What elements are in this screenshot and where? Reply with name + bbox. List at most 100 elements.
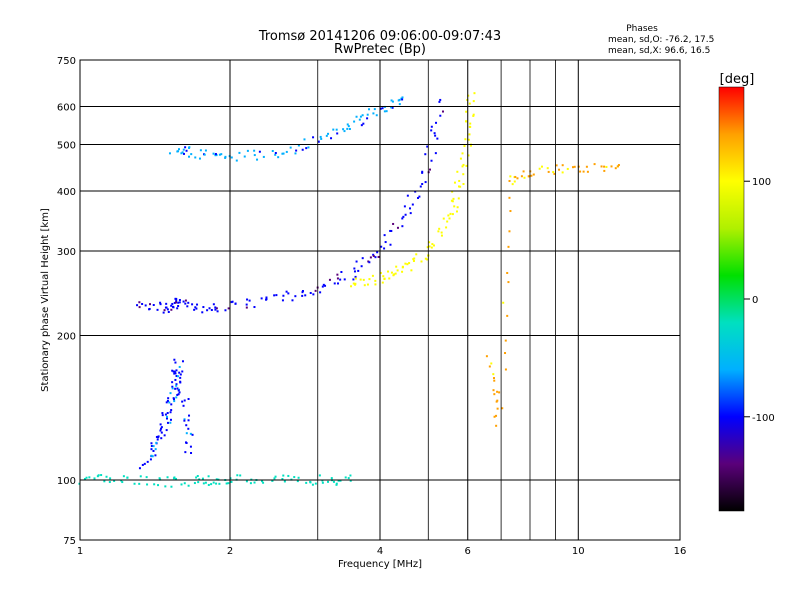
data-point: [282, 474, 285, 477]
data-point: [492, 389, 495, 392]
data-point: [469, 122, 472, 125]
data-point: [490, 362, 493, 365]
data-point: [275, 294, 278, 297]
data-point: [138, 306, 141, 309]
data-point: [194, 306, 197, 309]
data-point: [289, 146, 292, 149]
data-point: [225, 482, 228, 485]
data-point: [143, 462, 146, 465]
data-point: [177, 389, 180, 392]
data-point: [426, 145, 429, 148]
data-point: [136, 304, 139, 307]
data-point: [273, 477, 276, 480]
data-point: [412, 258, 415, 261]
data-point: [249, 482, 252, 485]
data-point: [402, 215, 405, 218]
data-point: [508, 230, 511, 233]
data-point: [433, 132, 436, 135]
data-point: [347, 477, 350, 480]
data-point: [227, 482, 230, 485]
data-point: [171, 302, 174, 305]
chart-title: Tromsø 20141206 09:06:00-09:07:43: [258, 29, 501, 44]
data-point: [434, 152, 437, 155]
data-point: [520, 175, 523, 178]
data-point: [175, 383, 178, 386]
data-point: [319, 135, 322, 138]
data-point: [349, 479, 352, 482]
data-point: [301, 294, 304, 297]
data-point: [171, 381, 174, 384]
data-point: [320, 137, 323, 140]
data-point: [502, 301, 505, 304]
data-point: [558, 168, 561, 171]
data-point: [169, 418, 172, 421]
data-point: [504, 352, 507, 355]
data-point: [224, 155, 227, 158]
data-point: [285, 150, 288, 153]
data-point: [301, 291, 304, 294]
data-point: [246, 149, 249, 152]
data-point: [181, 151, 184, 154]
data-point: [430, 129, 433, 132]
data-point: [157, 436, 160, 439]
data-point: [156, 438, 159, 441]
data-point: [159, 301, 162, 304]
x-tick-label: 6: [465, 546, 471, 557]
data-point: [467, 154, 470, 157]
data-point: [171, 305, 174, 308]
data-point: [253, 149, 256, 152]
stats-header: Phases: [626, 24, 658, 34]
data-point: [424, 257, 427, 260]
data-point: [166, 308, 169, 311]
data-point: [245, 303, 248, 306]
data-point: [166, 412, 169, 415]
data-point: [513, 180, 516, 183]
data-point: [346, 123, 349, 126]
data-point: [160, 431, 163, 434]
data-point: [347, 125, 350, 128]
data-point: [153, 483, 156, 486]
data-point: [220, 153, 223, 156]
data-point: [156, 308, 159, 311]
data-point: [462, 163, 465, 166]
data-point: [388, 277, 391, 280]
data-point: [173, 358, 176, 361]
data-point: [456, 170, 459, 173]
data-point: [538, 167, 541, 170]
data-point: [178, 391, 181, 394]
data-point: [133, 482, 136, 485]
data-point: [204, 149, 207, 152]
data-point: [408, 262, 411, 265]
data-point: [424, 153, 427, 156]
colorbar-ticks: 100 0 -100: [744, 177, 775, 424]
data-point: [305, 481, 308, 484]
data-point: [178, 365, 181, 368]
data-point: [498, 391, 501, 394]
data-point: [467, 138, 470, 141]
data-point: [304, 294, 307, 297]
data-point: [181, 360, 184, 363]
data-point: [210, 483, 213, 486]
y-tick-label: 300: [57, 247, 76, 258]
plot-frame: [79, 59, 681, 541]
data-point: [170, 409, 173, 412]
data-point: [164, 306, 167, 309]
data-point: [495, 424, 498, 427]
y-tick-label: 200: [57, 332, 76, 343]
data-point: [419, 185, 422, 188]
data-point: [368, 261, 371, 264]
data-point: [201, 477, 204, 480]
data-point: [379, 271, 382, 274]
data-point: [350, 285, 353, 288]
data-point: [182, 300, 185, 303]
data-point: [188, 155, 191, 158]
data-point: [339, 479, 342, 482]
data-point: [287, 292, 290, 295]
data-point: [175, 369, 178, 372]
data-point: [184, 451, 187, 454]
data-point: [161, 414, 164, 417]
data-point: [325, 134, 328, 137]
data-point: [190, 153, 193, 156]
data-point: [152, 445, 155, 448]
data-point: [514, 175, 517, 178]
